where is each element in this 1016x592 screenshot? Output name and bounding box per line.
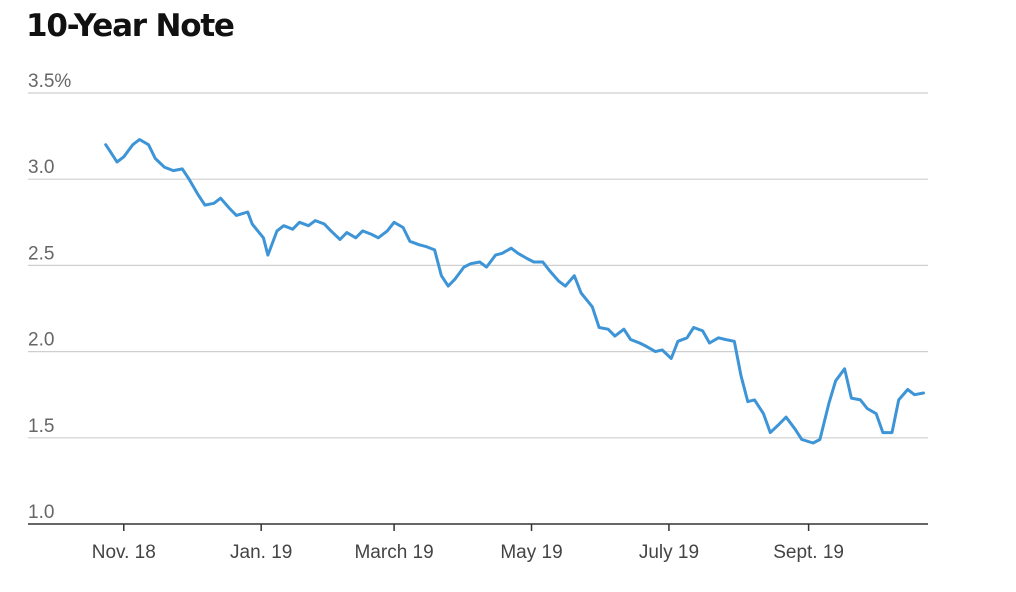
chart-title: 10-Year Note [26, 8, 235, 44]
x-tick-label: May 19 [500, 542, 562, 563]
x-tick-label: Nov. 18 [92, 542, 156, 563]
y-tick-label: 3.5% [28, 71, 71, 92]
x-tick-label: March 19 [354, 542, 433, 563]
series-line-10-year-yield [104, 138, 925, 445]
x-tick-label: Jan. 19 [230, 542, 292, 563]
y-axis-ticks: 3.5% 3.0 2.5 2.0 1.5 1.0 [28, 71, 71, 523]
x-axis-ticks: Nov. 18 Jan. 19 March 19 May 19 July 19 Sept.… [92, 524, 844, 563]
y-tick-label: 2.0 [28, 330, 54, 351]
y-tick-label: 2.5 [28, 243, 54, 264]
y-tick-label: 3.0 [28, 157, 54, 178]
x-tick-label: Sept. 19 [773, 542, 844, 563]
x-tick-label: July 19 [639, 542, 699, 563]
y-tick-label: 1.5 [28, 416, 54, 437]
y-tick-label: 1.0 [28, 502, 54, 523]
gridlines [28, 92, 928, 439]
